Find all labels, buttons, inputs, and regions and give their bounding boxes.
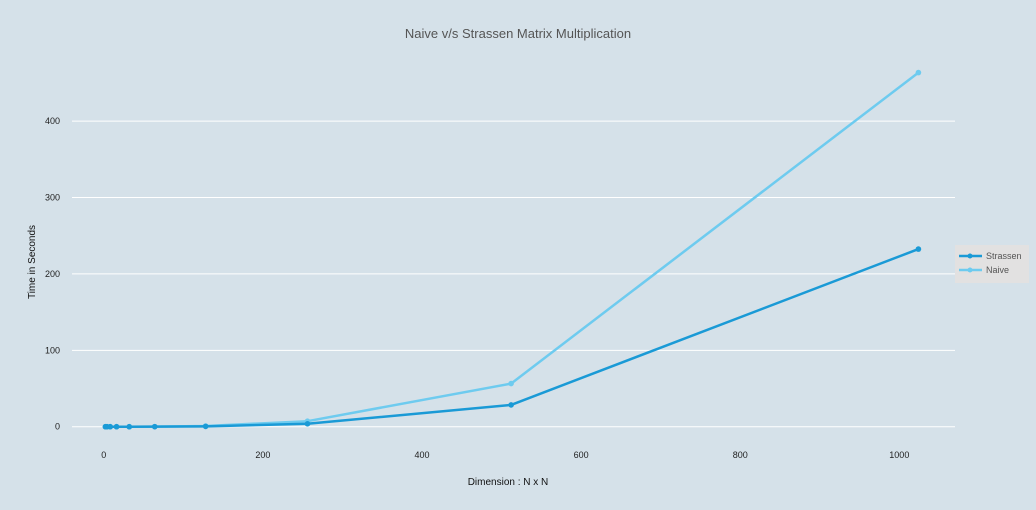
y-tick-label: 400 — [45, 116, 60, 126]
x-tick-label: 1000 — [889, 450, 909, 460]
data-point-naive[interactable] — [915, 69, 922, 76]
y-axis-ticks: 0 100 200 300 400 — [45, 116, 60, 432]
y-tick-label: 200 — [45, 269, 60, 279]
data-point-strassen[interactable] — [508, 402, 514, 408]
y-tick-label: 300 — [45, 193, 60, 203]
data-point-strassen[interactable] — [107, 423, 113, 430]
data-point-strassen[interactable] — [151, 423, 158, 430]
x-axis-ticks: 0 200 400 600 800 1000 — [101, 450, 909, 460]
y-tick-label: 100 — [45, 345, 60, 355]
x-tick-label: 0 — [101, 450, 106, 460]
x-tick-label: 200 — [255, 450, 270, 460]
data-point-strassen[interactable] — [126, 423, 133, 430]
data-point-strassen[interactable] — [304, 421, 311, 427]
y-axis-label: Time in Seconds — [27, 225, 38, 299]
legend-box — [955, 245, 1029, 283]
chart-title: Naive v/s Strassen Matrix Multiplication — [405, 26, 631, 41]
data-point-naive[interactable] — [508, 380, 514, 387]
series-strassen — [102, 246, 922, 430]
x-axis-label: Dimension : N x N — [468, 477, 549, 488]
legend-label-naive: Naive — [986, 265, 1009, 275]
data-point-strassen[interactable] — [915, 246, 922, 252]
data-point-strassen[interactable] — [113, 423, 120, 430]
x-tick-label: 400 — [415, 450, 430, 460]
legend[interactable]: Strassen Naive — [955, 245, 1029, 283]
gridlines — [72, 120, 955, 428]
legend-marker-naive — [967, 267, 973, 273]
legend-label-strassen: Strassen — [986, 251, 1022, 261]
y-tick-label: 0 — [55, 422, 60, 432]
x-tick-label: 600 — [574, 450, 589, 460]
series-layer — [102, 69, 922, 430]
legend-marker-strassen — [967, 253, 973, 259]
x-tick-label: 800 — [733, 450, 748, 460]
data-point-strassen[interactable] — [202, 423, 209, 430]
